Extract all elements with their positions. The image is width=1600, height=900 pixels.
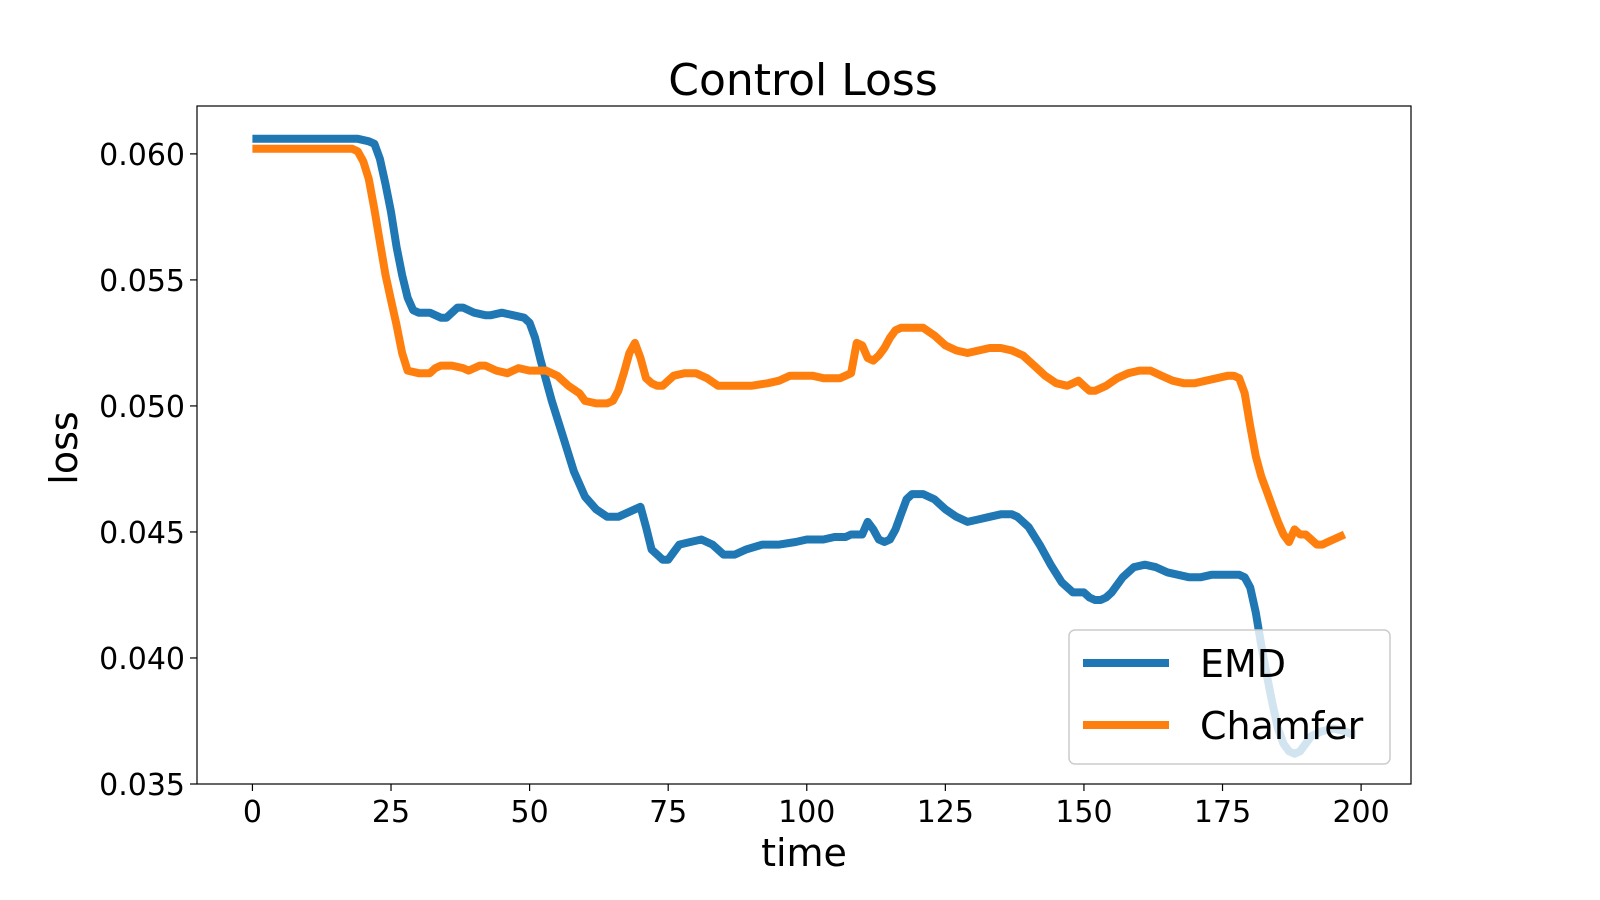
chart-title: Control Loss <box>668 55 938 106</box>
y-tick-label: 0.035 <box>99 768 185 803</box>
y-tick-label: 0.050 <box>99 390 185 425</box>
series-line-emd <box>252 134 1356 758</box>
series-layer <box>252 134 1356 758</box>
x-axis-ticks: 0 25 50 75 100 125 150 175 200 <box>243 784 1390 830</box>
x-tick-label: 125 <box>917 795 974 830</box>
legend-label-emd: EMD <box>1200 642 1286 686</box>
x-tick-label: 200 <box>1332 795 1389 830</box>
legend: EMD Chamfer <box>1068 629 1391 765</box>
y-tick-label: 0.040 <box>99 642 185 677</box>
x-tick-label: 175 <box>1194 795 1251 830</box>
x-tick-label: 75 <box>649 795 687 830</box>
x-tick-label: 25 <box>372 795 410 830</box>
y-axis-ticks: 0.035 0.040 0.045 0.050 0.055 0.060 <box>99 138 197 803</box>
x-tick-label: 150 <box>1055 795 1112 830</box>
x-tick-label: 0 <box>243 795 262 830</box>
y-axis-label: loss <box>42 411 86 484</box>
y-tick-label: 0.045 <box>99 516 185 551</box>
series-line-chamfer <box>252 144 1347 549</box>
y-tick-label: 0.055 <box>99 264 185 299</box>
y-tick-label: 0.060 <box>99 138 185 173</box>
x-axis-label: time <box>761 831 847 875</box>
x-tick-label: 100 <box>778 795 835 830</box>
plot-frame <box>196 105 1412 785</box>
x-tick-label: 50 <box>511 795 549 830</box>
legend-label-chamfer: Chamfer <box>1200 704 1364 748</box>
